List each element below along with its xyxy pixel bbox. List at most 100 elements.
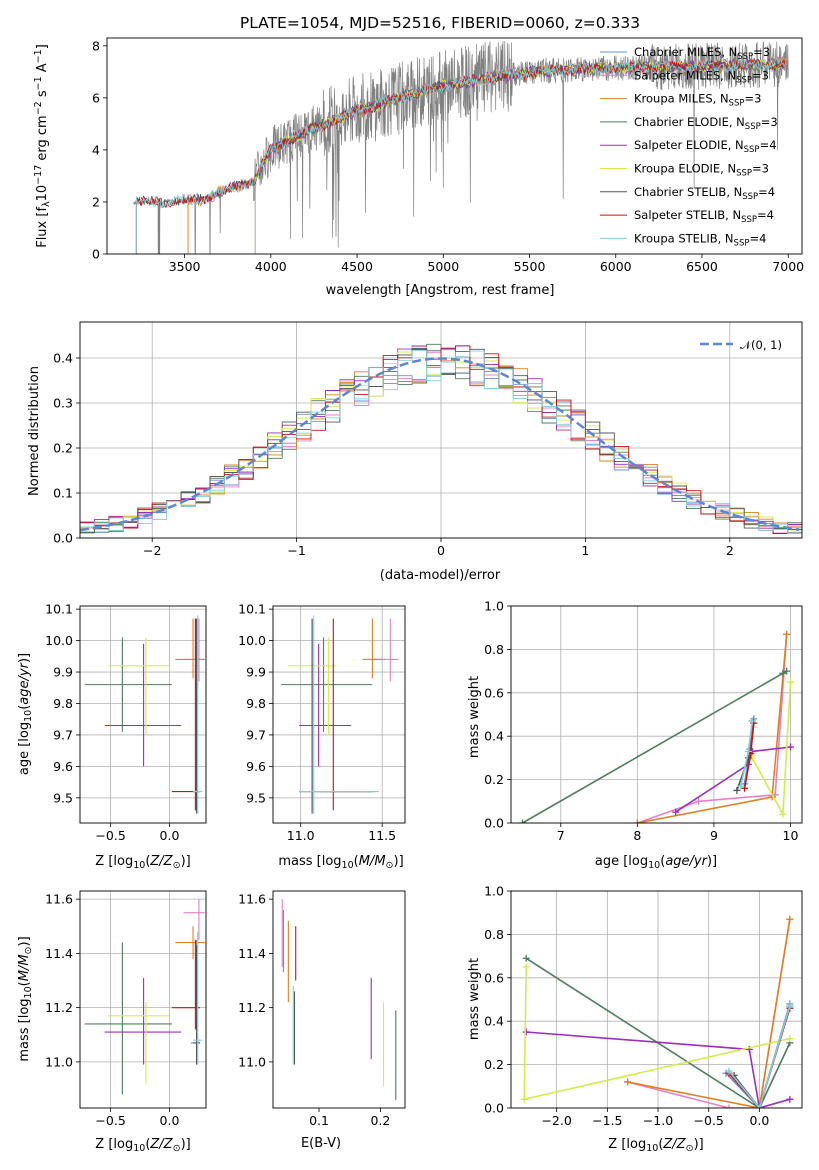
label-part: −2 — [33, 101, 44, 115]
label-part: age/yr — [665, 854, 708, 869]
label-part: ( — [17, 705, 32, 710]
axes-frame — [79, 890, 207, 1109]
x-tick-label: 7 — [557, 828, 565, 843]
label-part: ⊙ — [23, 947, 34, 955]
x-tick-label: 10 — [783, 828, 799, 843]
y-tick-label: 0.3 — [53, 396, 73, 411]
legend-text: Salpeter MILES, N — [634, 68, 736, 82]
label-part: ] — [35, 44, 50, 49]
x-tick-label: 7000 — [772, 259, 804, 274]
label-part: )] — [181, 1137, 191, 1152]
legend-sub: SSP — [745, 122, 761, 132]
age-mass-xlabel: mass [log10(M/M⊙)] — [278, 854, 403, 871]
label-part: Z [log — [95, 1137, 133, 1152]
ebv-xlabel: E(B-V) — [301, 1136, 341, 1151]
x-tick-label: 6500 — [686, 259, 718, 274]
y-tick-label: 9.7 — [246, 727, 266, 742]
spectrum-ylabel: Flux [fλ10−17 erg cm−2 s−1 A−1] — [33, 44, 52, 248]
y-tick-label: 0 — [92, 247, 100, 262]
x-tick-label: 0.1 — [309, 1113, 329, 1128]
x-tick-label: 2 — [726, 543, 734, 558]
mass-weight-age-ylabel: mass weight — [467, 676, 482, 758]
y-tick-label: 0.2 — [484, 1057, 504, 1072]
label-part: mass [log — [278, 854, 341, 869]
y-tick-label: 9.7 — [53, 727, 73, 742]
axes-mass_vs_Z — [76, 891, 206, 1112]
weight-marker-kroupa_stelib — [748, 717, 756, 725]
x-tick-label: −0.5 — [95, 828, 125, 843]
y-tick-label: 9.5 — [246, 790, 266, 805]
model-fit-salpeter_elodie — [254, 57, 787, 254]
label-part: 10 — [133, 1143, 145, 1154]
legend-text: Salpeter ELODIE, N — [634, 138, 744, 152]
weight-marker-chabrier_elodie — [522, 954, 530, 962]
legend-text: Chabrier MILES, N — [634, 45, 737, 59]
label-part: )] — [707, 854, 717, 869]
weight-line-kroupa_miles — [637, 634, 788, 823]
y-tick-label: 0.4 — [484, 1014, 504, 1029]
legend-suffix: =3 — [752, 162, 769, 176]
y-tick-label: 11.6 — [45, 892, 73, 907]
age-z-xlabel: Z [log10(Z/Z⊙)] — [95, 854, 190, 871]
chart-title: PLATE=1054, MJD=52516, FIBERID=0060, z=0… — [240, 14, 640, 32]
weight-marker-kroupa_miles — [786, 915, 794, 923]
legend-entry-chabrier_miles: Chabrier MILES, NSSP=3 — [634, 45, 770, 62]
normal-curve — [80, 357, 800, 532]
label-part: Z [log — [608, 1137, 646, 1152]
legend-sub: SSP — [742, 192, 758, 202]
weight-line-chabrier_elodie — [525, 957, 791, 1108]
legend-entry-salpeter_stelib: Salpeter STELIB, NSSP=4 — [634, 208, 774, 225]
axes-frame — [510, 605, 803, 824]
legend-entry-normal: 𝒩(0, 1) — [740, 338, 782, 352]
x-tick-label: 1 — [581, 543, 589, 558]
axes-mass_weight_vs_age — [507, 605, 802, 827]
weight-marker-kroupa_miles — [633, 819, 641, 823]
mw-age-xlabel: age [log10(age/yr)] — [595, 854, 717, 871]
legend-suffix: =3 — [753, 45, 770, 59]
legend-sub: SSP — [744, 145, 760, 155]
weight-marker-salpeter_elodie — [672, 808, 680, 816]
y-tick-label: 2 — [92, 194, 100, 209]
legend-sub: SSP — [736, 169, 752, 179]
x-tick-label: 9 — [710, 828, 718, 843]
legend-text: Kroupa STELIB, N — [634, 231, 734, 245]
x-tick-label: 0.2 — [370, 1113, 390, 1128]
weight-line-kroupa_miles — [627, 919, 791, 1108]
axes-frame — [79, 321, 803, 539]
axes-spectrum — [103, 45, 789, 258]
y-tick-label: 6 — [92, 90, 100, 105]
y-tick-label: 9.6 — [53, 759, 73, 774]
y-tick-label: 11.0 — [45, 1054, 73, 1069]
x-tick-label: −1 — [287, 543, 305, 558]
y-tick-label: 10.1 — [45, 602, 73, 617]
label-part: ⊙ — [173, 1143, 181, 1154]
x-tick-label: 5000 — [427, 259, 459, 274]
mass-z-xlabel: Z [log10(Z/Z⊙)] — [95, 1137, 190, 1154]
y-tick-label: 0.2 — [484, 772, 504, 787]
label-part: )] — [17, 653, 32, 663]
histograms — [80, 343, 802, 534]
label-part: Z/Z — [662, 1137, 686, 1152]
weight-marker-salpeter_stelib — [741, 784, 749, 792]
legend-entry-kroupa_elodie: Kroupa ELODIE, NSSP=3 — [634, 162, 769, 179]
x-tick-label: 0 — [437, 543, 445, 558]
y-tick-label: 0.8 — [484, 927, 504, 942]
y-tick-label: 8 — [92, 38, 100, 53]
x-tick-label: 3500 — [169, 259, 201, 274]
mass-weight-z-ylabel: mass weight — [467, 958, 482, 1040]
label-part: ( — [17, 981, 32, 986]
label-part: Z/Z — [149, 854, 173, 869]
x-tick-label: 8 — [633, 828, 641, 843]
label-part: M/M — [359, 854, 386, 869]
weight-marker-salpeter_elodie — [787, 743, 795, 751]
weight-marker-kroupa_elodie — [522, 963, 530, 971]
legend-suffix: =3 — [744, 92, 761, 106]
label-part: s — [35, 90, 50, 101]
legend-text: Salpeter STELIB, N — [634, 208, 741, 222]
legend-text: Kroupa MILES, N — [634, 92, 729, 106]
weight-marker-chabrier_elodie — [783, 667, 791, 675]
y-tick-label: 0.0 — [484, 816, 504, 831]
weight-marker-kroupa_elodie — [520, 1095, 528, 1103]
axes-age_vs_mass — [269, 606, 405, 827]
